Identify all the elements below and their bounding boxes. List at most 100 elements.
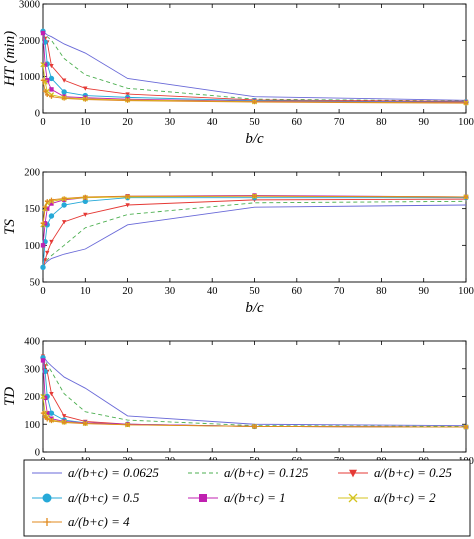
y-tick-label: 1000 [19, 72, 40, 83]
data-point [83, 194, 88, 200]
data-point [49, 391, 54, 397]
x-axis-label: b/c [245, 300, 264, 316]
series-s125 [42, 356, 467, 427]
legend-label: a/(b+c) = 0.125 [224, 465, 309, 480]
series-line [42, 355, 467, 427]
data-point [61, 202, 67, 208]
x-tick-label: 10 [80, 117, 91, 128]
y-tick-label: 100 [24, 420, 40, 431]
legend-entry-s2: a/(b+c) = 2 [338, 490, 436, 505]
x-tick-label: 100 [458, 286, 474, 297]
data-point [61, 89, 67, 95]
data-point [125, 422, 130, 428]
data-point [45, 199, 50, 204]
y-tick-label: 3000 [19, 0, 40, 11]
y-tick-label: 0 [35, 109, 40, 120]
y-tick-label: 50 [30, 278, 41, 289]
data-point [61, 220, 67, 225]
legend-entry-s125: a/(b+c) = 0.125 [188, 465, 309, 480]
y-tick-label: 2000 [19, 36, 40, 47]
x-tick-label: 70 [334, 117, 345, 128]
legend-entry-s5: a/(b+c) = 0.5 [32, 490, 140, 505]
y-axis-label: TS [2, 219, 18, 235]
y-tick-label: 0 [35, 448, 40, 459]
data-point [40, 62, 46, 68]
data-point [463, 424, 469, 430]
legend-entry-s25: a/(b+c) = 0.25 [338, 465, 452, 480]
data-point [42, 89, 48, 94]
data-point [45, 92, 50, 98]
chart-panels: 0 10 20 30 40 50 60 70 80 90 1000100020003000b/cHT… [2, 0, 474, 486]
x-tick-label: 0 [40, 117, 45, 128]
data-point [40, 410, 46, 416]
x-tick-label: 100 [458, 117, 474, 128]
data-point [45, 410, 50, 416]
data-point [463, 194, 469, 200]
x-tick-label: 40 [207, 286, 218, 297]
x-tick-label: 60 [292, 286, 303, 297]
x-tick-label: 30 [165, 117, 176, 128]
legend-marker [348, 493, 358, 503]
series-s4 [40, 410, 469, 430]
x-tick-label: 0 [40, 286, 45, 297]
data-point [83, 86, 88, 91]
x-tick-label: 30 [165, 286, 176, 297]
data-point [61, 96, 67, 101]
x-tick-label: 40 [207, 117, 218, 128]
series-s4 [40, 78, 469, 106]
data-point [61, 414, 67, 419]
legend-label: a/(b+c) = 0.25 [374, 465, 452, 480]
data-point [48, 75, 55, 82]
data-point [252, 99, 257, 105]
y-tick-label: 200 [24, 392, 40, 403]
x-tick-label: 90 [418, 117, 429, 128]
data-point [40, 393, 46, 400]
series-s0625 [42, 355, 467, 427]
data-point [83, 212, 88, 217]
legend-entry-s1: a/(b+c) = 1 [188, 490, 286, 505]
data-point [40, 221, 46, 226]
chart-panel-1: 0 10 20 30 40 50 60 70 80 90 1000100020003000b/cHT… [2, 0, 474, 147]
chart-panel-2: 0 10 20 30 40 50 60 70 80 90 100 50 100 150 200 b/c TS [2, 168, 474, 317]
data-point [40, 30, 46, 36]
legend-label: a/(b+c) = 4 [68, 514, 130, 529]
legend-entry-s4: a/(b+c) = 4 [32, 514, 130, 529]
legend-marker [43, 518, 51, 526]
series-s125 [42, 30, 467, 102]
data-point [49, 416, 54, 421]
plot-frame [42, 340, 467, 453]
series-line [42, 204, 467, 268]
data-point [125, 92, 130, 97]
data-point [49, 197, 54, 203]
data-point [40, 264, 46, 271]
y-axis-label: HT (min) [2, 31, 18, 87]
series-line [42, 29, 467, 101]
data-point [40, 78, 46, 83]
legend-marker [42, 493, 52, 503]
x-axis-label: b/c [245, 131, 264, 147]
data-point [49, 94, 54, 99]
data-point [252, 194, 257, 199]
y-tick-label: 150 [24, 204, 40, 215]
y-axis-label: TD [2, 387, 18, 406]
x-tick-label: 50 [249, 286, 260, 297]
legend: a/(b+c) = 0.0625 a/(b+c) = 0.125 a/(b+c) =… [23, 459, 471, 537]
series-line [42, 200, 467, 268]
data-point [125, 98, 130, 103]
legend-label: a/(b+c) = 2 [374, 490, 436, 505]
data-point [40, 358, 46, 363]
data-point [49, 201, 54, 206]
x-tick-label: 20 [122, 117, 133, 128]
data-point [48, 410, 55, 416]
legend-label: a/(b+c) = 0.5 [68, 490, 140, 505]
series-s0625 [42, 29, 467, 101]
legend-label: a/(b+c) = 0.0625 [68, 465, 159, 480]
legend-label: a/(b+c) = 1 [224, 490, 286, 505]
x-tick-label: 70 [334, 286, 345, 297]
legend-marker [199, 494, 207, 502]
y-tick-label: 100 [24, 241, 40, 252]
x-tick-label: 80 [376, 117, 387, 128]
y-tick-label: 400 [24, 337, 40, 348]
data-point [49, 418, 54, 424]
data-point [42, 62, 48, 67]
